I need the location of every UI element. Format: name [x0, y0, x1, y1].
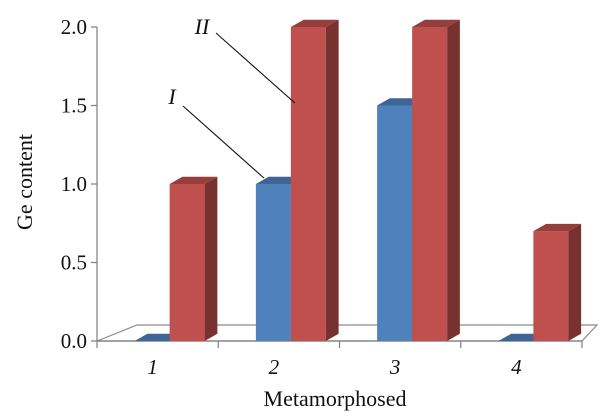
- x-tick-label: 2: [269, 355, 280, 379]
- x-tick-label: 4: [511, 355, 522, 379]
- bar: [533, 223, 582, 341]
- y-tick-label: 1.0: [61, 172, 87, 196]
- y-tick-label: 0.0: [61, 329, 87, 353]
- bar-side: [325, 19, 339, 342]
- bar-front: [134, 341, 170, 342]
- bar-front: [169, 184, 205, 341]
- bar-front: [412, 27, 448, 341]
- bar-top: [169, 176, 218, 184]
- series-I-label: I: [167, 84, 177, 109]
- bar-side: [447, 19, 460, 342]
- bar-top: [412, 19, 460, 27]
- bar: [169, 176, 218, 341]
- bar-front: [255, 184, 291, 341]
- y-tick-label: 1.5: [61, 94, 87, 118]
- bar-top: [533, 223, 582, 232]
- bar-side: [568, 223, 582, 341]
- bar-front: [498, 341, 534, 342]
- x-tick-label: 3: [389, 355, 401, 379]
- bar: [412, 19, 460, 342]
- series-II-leader: [215, 32, 296, 104]
- chart-bars: [134, 19, 582, 342]
- bar-front: [290, 27, 326, 341]
- bar-front: [377, 105, 413, 341]
- bar-top: [290, 19, 339, 27]
- bar-front: [533, 231, 569, 341]
- bar-side: [204, 176, 218, 341]
- y-tick-label: 2.0: [61, 15, 87, 39]
- x-tick-label: 1: [147, 355, 158, 379]
- y-tick-label: 0.5: [61, 251, 87, 275]
- series-II-label: II: [194, 14, 211, 39]
- bar: [290, 19, 339, 342]
- y-axis-title: Ge content: [12, 134, 37, 230]
- series-I-leader: [182, 105, 265, 179]
- x-axis-title: Metamorphosed: [264, 386, 407, 411]
